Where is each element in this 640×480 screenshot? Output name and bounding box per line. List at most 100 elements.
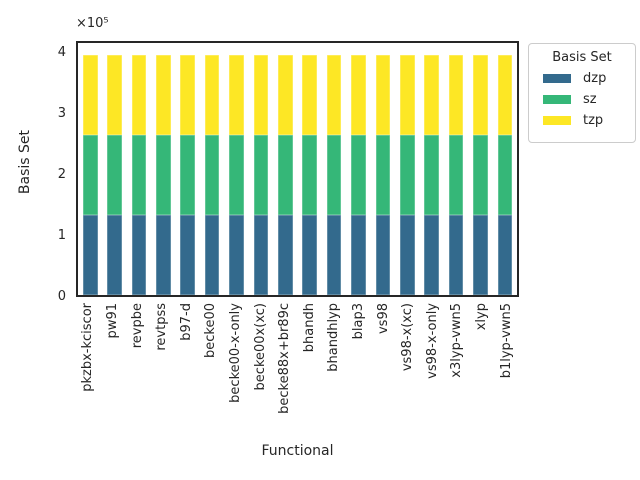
bar-slot <box>444 43 468 295</box>
bar-stack-pw91 <box>107 55 122 295</box>
legend-items: dzp sz tzp <box>537 71 627 128</box>
bar-slot <box>78 43 102 295</box>
x-tick-label: vs98-x-only <box>424 303 440 379</box>
bar-segment-sz <box>351 135 366 216</box>
bar-segment-dzp <box>497 215 513 295</box>
bar-segment-tzp <box>375 55 391 136</box>
bar-stack-vs98-x-only <box>424 55 439 295</box>
bar-stack-xlyp <box>473 55 488 295</box>
bar-segment-dzp <box>375 215 391 295</box>
y-tick-label: 0 <box>57 289 66 304</box>
bar-slot <box>151 43 175 295</box>
bar-slot <box>395 43 419 295</box>
legend-swatch-dzp <box>543 74 571 83</box>
legend-swatch-sz <box>543 95 571 104</box>
bar-segment-tzp <box>180 55 196 136</box>
bar-segment-tzp <box>424 55 439 136</box>
bar-slot <box>419 43 443 295</box>
bar-segment-sz <box>302 135 318 216</box>
bar-segment-dzp <box>351 215 366 295</box>
x-tick-label: becke00x(xc) <box>252 303 268 391</box>
bar-segment-sz <box>131 135 147 216</box>
bar-stack-bhandh <box>302 55 318 295</box>
x-tick-label: revpbe <box>129 303 145 349</box>
bar-segment-tzp <box>326 55 342 136</box>
bar-segment-tzp <box>497 55 513 136</box>
bar-segment-dzp <box>399 215 415 295</box>
legend-label: dzp <box>583 71 607 86</box>
bar-stack-bhandhlyp <box>326 55 342 295</box>
legend: Basis Set dzp sz tzp <box>528 43 636 143</box>
x-tick-label: vs98 <box>375 303 391 335</box>
bar-slot <box>322 43 346 295</box>
bar-slot <box>249 43 273 295</box>
bar-segment-sz <box>229 135 244 216</box>
bar-segment-dzp <box>180 215 196 295</box>
legend-entry-tzp: tzp <box>543 113 627 128</box>
bar-slot <box>493 43 517 295</box>
bar-slot <box>176 43 200 295</box>
bar-slot <box>298 43 322 295</box>
bar-stack-revpbe <box>131 55 147 295</box>
bar-stack-becke00x(xc) <box>253 55 269 295</box>
bar-segment-dzp <box>131 215 147 295</box>
bar-segment-sz <box>82 135 98 216</box>
bar-segment-tzp <box>448 55 464 136</box>
bar-segment-tzp <box>399 55 415 136</box>
legend-label: tzp <box>583 113 604 128</box>
bar-segment-tzp <box>131 55 147 136</box>
y-tick-label: 4 <box>57 45 66 61</box>
legend-label: sz <box>583 92 597 107</box>
bar-stack-becke00 <box>204 55 220 295</box>
bar-segment-dzp <box>229 215 244 295</box>
bar-segment-tzp <box>107 55 122 136</box>
x-tick-label: b1lyp-vwn5 <box>498 303 514 379</box>
bar-segment-dzp <box>107 215 122 295</box>
bar-stack-becke00-x-only <box>229 55 244 295</box>
bar-stack-b1lyp-vwn5 <box>497 55 513 295</box>
x-tick-label: becke88x+br89c <box>277 303 293 414</box>
bar-slot <box>468 43 492 295</box>
bar-segment-tzp <box>253 55 269 136</box>
bar-segment-dzp <box>156 215 171 295</box>
bar-segment-sz <box>497 135 513 216</box>
y-axis-label: Basis Set <box>17 130 33 195</box>
legend-title: Basis Set <box>552 50 612 65</box>
x-tick-label: pw91 <box>104 303 120 339</box>
legend-entry-sz: sz <box>543 92 627 107</box>
plot-area <box>76 41 519 297</box>
bar-segment-dzp <box>82 215 98 295</box>
x-tick-label: revtpss <box>154 303 170 351</box>
x-tick-label: bhandhlyp <box>326 303 342 372</box>
bar-segment-tzp <box>351 55 366 136</box>
bar-stack-vs98-x(xc) <box>399 55 415 295</box>
bar-slot <box>273 43 297 295</box>
y-tick-label: 1 <box>57 228 66 244</box>
bar-stack-pkzbx-kciscor <box>82 55 98 295</box>
x-tick-label: becke00-x-only <box>227 303 243 403</box>
bar-slot <box>371 43 395 295</box>
bar-segment-tzp <box>473 55 488 136</box>
bar-segment-dzp <box>253 215 269 295</box>
bar-segment-sz <box>326 135 342 216</box>
bar-stack-becke88x+br89c <box>278 55 293 295</box>
bar-stack-b97-d <box>180 55 196 295</box>
legend-swatch-tzp <box>543 116 571 125</box>
bar-segment-sz <box>375 135 391 216</box>
y-tick-label: 3 <box>57 106 66 122</box>
bar-segment-sz <box>448 135 464 216</box>
bar-segment-sz <box>424 135 439 216</box>
bar-slot <box>224 43 248 295</box>
bar-segment-tzp <box>82 55 98 136</box>
bar-stack-x3lyp-vwn5 <box>448 55 464 295</box>
bar-stack-blap3 <box>351 55 366 295</box>
bar-segment-sz <box>473 135 488 216</box>
y-tick-label: 2 <box>57 167 66 183</box>
bar-slot <box>102 43 126 295</box>
bar-segment-tzp <box>278 55 293 136</box>
bar-segment-dzp <box>204 215 220 295</box>
bar-slot <box>346 43 370 295</box>
bar-segment-sz <box>156 135 171 216</box>
bar-segment-dzp <box>326 215 342 295</box>
